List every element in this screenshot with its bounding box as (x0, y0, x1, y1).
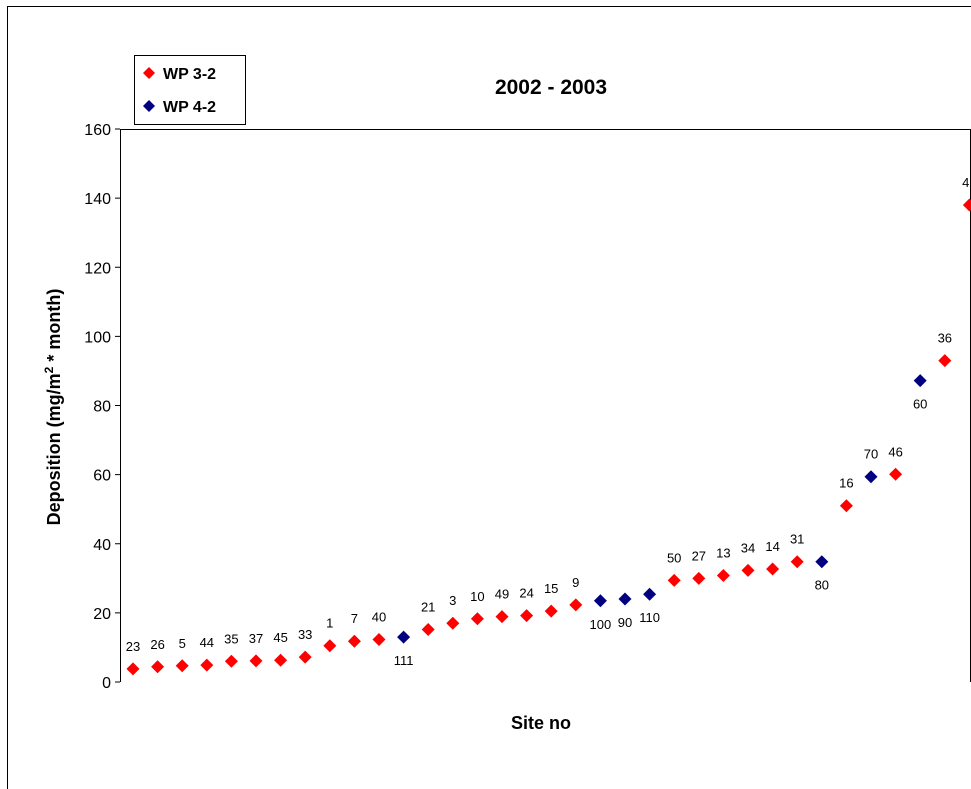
point-label: 3 (449, 593, 456, 608)
point-label: 40 (372, 609, 386, 624)
point-label: 1 (326, 616, 333, 631)
point-label: 35 (224, 631, 238, 646)
data-point-wp-3-2-site-46 (889, 467, 903, 481)
data-point-wp-3-2-site-14 (766, 562, 780, 576)
point-label: 26 (150, 637, 164, 652)
data-point-wp-3-2-site-24 (520, 609, 534, 623)
point-label: 14 (765, 539, 779, 554)
data-point-wp-3-2-site-41 (962, 198, 971, 212)
data-point-wp-3-2-site-7 (347, 634, 361, 648)
data-point-wp-4-2-site-100 (593, 594, 607, 608)
data-point-wp-3-2-site-33 (298, 650, 312, 664)
data-points: 23 26 5 44 35 37 45 33 1 7 40 111 21 3 10 49 24 15 9 100 90 1… (126, 175, 971, 676)
point-label: 33 (298, 627, 312, 642)
data-point-wp-4-2-site-70 (864, 470, 878, 484)
data-point-wp-3-2-site-34 (741, 563, 755, 577)
point-label: 70 (864, 447, 878, 462)
point-label: 9 (572, 575, 579, 590)
data-point-wp-3-2-site-3 (446, 616, 460, 630)
point-label: 13 (716, 546, 730, 561)
y-tick-label: 100 (84, 329, 111, 346)
point-label: 111 (394, 653, 414, 668)
point-label: 34 (741, 540, 755, 555)
data-point-wp-3-2-site-37 (249, 654, 263, 668)
point-label: 21 (421, 599, 435, 614)
point-label: 41 (962, 175, 971, 190)
point-label: 27 (692, 548, 706, 563)
data-point-wp-3-2-site-9 (569, 598, 583, 612)
data-point-wp-3-2-site-36 (938, 354, 952, 368)
data-point-wp-3-2-site-15 (544, 604, 558, 618)
data-point-wp-4-2-site-110 (643, 587, 657, 601)
point-label: 50 (667, 550, 681, 565)
y-tick-label: 60 (93, 468, 111, 485)
data-point-wp-4-2-site-111 (397, 630, 411, 644)
chart-title: 2002 - 2003 (495, 76, 607, 99)
data-point-wp-3-2-site-44 (200, 658, 214, 672)
chart-area-border (7, 6, 971, 789)
data-point-wp-3-2-site-23 (126, 662, 140, 676)
point-label: 110 (639, 610, 660, 625)
point-label: 49 (495, 587, 509, 602)
point-label: 37 (249, 631, 263, 646)
data-point-wp-4-2-site-60 (913, 374, 927, 388)
point-label: 100 (590, 617, 612, 632)
point-label: 16 (839, 476, 853, 491)
y-tick-label: 80 (93, 399, 111, 416)
data-point-wp-3-2-site-49 (495, 610, 509, 624)
point-label: 36 (938, 331, 952, 346)
y-tick-label: 140 (84, 191, 111, 208)
point-label: 23 (126, 639, 140, 654)
y-tick-label: 0 (102, 675, 111, 692)
legend: WP 3-2 WP 4-2 (134, 55, 246, 125)
point-label: 45 (273, 630, 287, 645)
point-label: 5 (179, 636, 186, 651)
legend-box (134, 55, 246, 125)
data-point-wp-3-2-site-16 (839, 499, 853, 513)
y-axis-title: Deposition (mg/m2 * month) (42, 289, 64, 526)
point-label: 24 (519, 586, 533, 601)
data-point-wp-3-2-site-50 (667, 573, 681, 587)
point-label: 46 (888, 444, 902, 459)
data-point-wp-3-2-site-45 (274, 653, 288, 667)
data-point-wp-3-2-site-27 (692, 571, 706, 585)
point-label: 44 (200, 635, 214, 650)
y-tick-label: 120 (84, 260, 111, 277)
y-tick-label: 160 (84, 122, 111, 139)
data-point-wp-4-2-site-90 (618, 592, 632, 606)
data-point-wp-3-2-site-40 (372, 632, 386, 646)
point-label: 7 (351, 611, 358, 626)
data-point-wp-3-2-site-26 (151, 660, 165, 674)
point-label: 31 (790, 532, 804, 547)
data-point-wp-3-2-site-35 (224, 654, 238, 668)
legend-marker-wp-4-2 (143, 100, 155, 112)
x-axis-title: Site no (511, 713, 571, 733)
point-label: 10 (470, 589, 484, 604)
point-label: 60 (913, 397, 927, 412)
data-point-wp-3-2-site-5 (175, 659, 189, 673)
legend-label-wp-3-2: WP 3-2 (163, 66, 216, 83)
data-point-wp-3-2-site-13 (716, 569, 730, 583)
data-point-wp-3-2-site-10 (470, 612, 484, 626)
data-point-wp-3-2-site-1 (323, 639, 337, 653)
legend-marker-wp-3-2 (143, 67, 155, 79)
data-point-wp-4-2-site-80 (815, 555, 829, 569)
point-label: 80 (815, 578, 829, 593)
data-point-wp-3-2-site-21 (421, 622, 435, 636)
point-label: 90 (618, 615, 632, 630)
legend-label-wp-4-2: WP 4-2 (163, 99, 216, 116)
data-point-wp-3-2-site-31 (790, 555, 804, 569)
y-tick-label: 40 (93, 537, 111, 554)
point-label: 15 (544, 581, 558, 596)
y-tick-label: 20 (93, 606, 111, 623)
